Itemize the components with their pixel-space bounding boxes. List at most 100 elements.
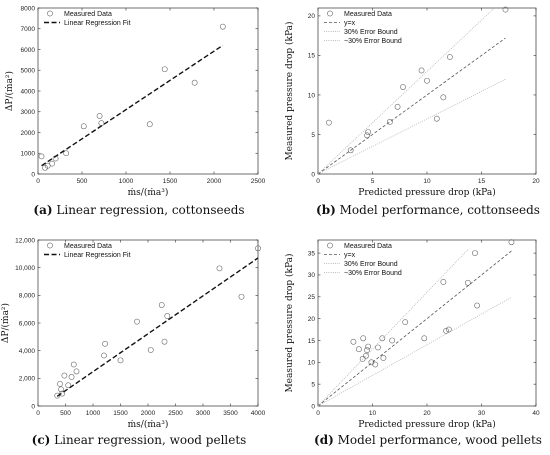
x-tick-label: 1000 <box>119 178 134 185</box>
caption-text: Linear regression, wood pellets <box>54 433 246 447</box>
data-point <box>387 118 393 125</box>
data-point <box>219 23 226 30</box>
data-point <box>443 327 449 334</box>
data-point <box>375 344 381 351</box>
x-tick-label: 1500 <box>163 178 178 185</box>
y-tick-label: 30 <box>308 272 316 279</box>
data-point <box>389 337 396 344</box>
y-tick-label: 25 <box>308 294 316 301</box>
data-point <box>216 265 223 272</box>
legend-label: Measured Data <box>344 11 392 18</box>
data-point <box>325 119 332 126</box>
data-point <box>134 318 140 325</box>
legend-marker <box>327 10 333 17</box>
data-point <box>57 380 63 387</box>
data-point <box>38 153 45 160</box>
y-tick-label: 1000 <box>21 151 36 158</box>
panel-caption: (a) Linear regression, cottonseeds <box>33 203 244 217</box>
y-axis-label: ΔP/(ṁa²) <box>0 303 11 343</box>
y-tick-label: 10,000 <box>15 265 35 272</box>
x-tick-label: 30 <box>478 410 486 417</box>
data-point <box>54 392 61 399</box>
data-point <box>402 319 409 326</box>
x-tick-label: 15 <box>478 178 486 185</box>
y-axis-label: ΔP/(ṁa²) <box>4 71 15 111</box>
panel-caption: (c) Linear regression, wood pellets <box>32 433 247 447</box>
legend-label: Linear Regression Fit <box>64 20 131 27</box>
y-tick-label: 2000 <box>21 130 36 137</box>
data-point <box>433 115 440 122</box>
chart-panel-b: 0 5 10 15 20 0 5 10 15 20 Predicted pressure drop … <box>284 6 540 217</box>
x-tick-label: 10 <box>423 178 431 185</box>
data-point <box>400 84 406 90</box>
x-tick-label: 20 <box>532 178 540 185</box>
y-axis-label: Measured pressure drop (kPa) <box>284 253 295 392</box>
data-point <box>80 123 87 130</box>
legend-label: Linear Regression Fit <box>64 252 131 259</box>
series-line <box>317 250 512 407</box>
panel-caption: (b) Model performance, cottonseeds <box>316 203 540 217</box>
x-tick-label: 0 <box>36 178 40 185</box>
legend-marker <box>47 242 53 249</box>
x-tick-label: 0 <box>316 178 320 185</box>
data-point <box>363 352 369 359</box>
data-point <box>347 147 354 154</box>
x-tick-label: 2500 <box>251 178 266 185</box>
data-point <box>446 54 453 60</box>
plot-frame <box>37 239 259 407</box>
y-tick-label: 4,000 <box>19 348 36 355</box>
legend: Measured Data Linear Regression Fit <box>44 242 131 259</box>
x-tick-label: 0 <box>36 410 40 417</box>
y-tick-label: 8000 <box>21 5 36 12</box>
legend-marker <box>327 242 333 249</box>
series-line <box>41 44 224 167</box>
x-tick-label: 1000 <box>86 410 101 417</box>
x-tick-label: 3500 <box>223 410 238 417</box>
y-tick-label: 0 <box>311 403 315 410</box>
caption-text: Model performance, wood pellets <box>338 433 542 447</box>
y-tick-label: 5 <box>311 381 315 388</box>
panel-caption: (d) Model performance, wood pellets <box>314 433 542 447</box>
y-tick-label: 20 <box>308 316 316 323</box>
data-point <box>364 347 370 353</box>
data-point <box>98 120 105 127</box>
data-point <box>158 302 165 308</box>
x-tick-label: 40 <box>532 410 540 417</box>
x-tick-label: 2500 <box>168 410 183 417</box>
x-tick-label: 1500 <box>113 410 128 417</box>
x-tick-label: 0 <box>316 410 320 417</box>
data-point <box>359 355 366 362</box>
y-tick-label: 8,000 <box>19 293 36 300</box>
data-point <box>440 94 447 101</box>
x-tick-label: 500 <box>60 410 71 417</box>
caption-text: Model performance, cottonseeds <box>340 203 540 217</box>
x-axis-label: ṁs/(ṁa³) <box>128 187 169 198</box>
data-point <box>68 374 75 380</box>
x-tick-label: 5 <box>371 178 375 185</box>
series-line <box>317 8 494 175</box>
data-point <box>472 250 478 257</box>
data-point <box>73 368 80 375</box>
data-point <box>365 343 372 350</box>
caption-text: Linear regression, cottonseeds <box>56 203 244 217</box>
legend-label: −30% Error Bound <box>344 270 402 277</box>
data-point <box>164 313 171 319</box>
chart-panel-c: 0 500 1000 1500 2000 2500 3000 3500 4000 0 2,000 4,… <box>0 237 266 447</box>
series-line <box>317 296 512 407</box>
series-line <box>56 257 259 397</box>
legend-label: y=x <box>344 252 356 259</box>
caption-label: (a) <box>33 203 52 217</box>
data-point <box>101 352 107 359</box>
legend-label: 30% Error Bound <box>344 261 398 268</box>
chart-panel-d: 0 10 20 30 40 0 5 10 15 20 25 30 35 Predicted pressur… <box>284 239 542 447</box>
y-tick-label: 10 <box>308 92 316 99</box>
legend-label: 30% Error Bound <box>344 29 398 36</box>
y-tick-label: 4000 <box>21 88 36 95</box>
legend-label: y=x <box>344 20 356 27</box>
series-line <box>317 249 469 407</box>
x-tick-label: 2000 <box>207 178 222 185</box>
caption-label: (c) <box>32 433 51 447</box>
series-line <box>317 78 506 175</box>
data-point <box>96 113 103 119</box>
